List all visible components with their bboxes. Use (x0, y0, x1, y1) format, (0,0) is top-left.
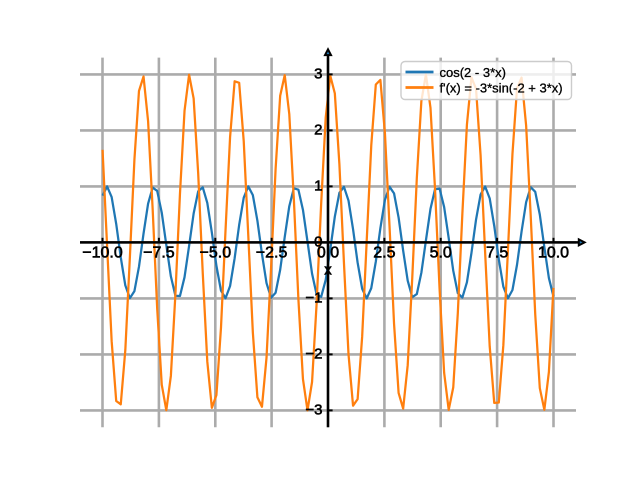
svg-text:−10.0: −10.0 (82, 245, 123, 262)
svg-text:−5.0: −5.0 (200, 245, 232, 262)
svg-text:−2: −2 (305, 345, 322, 362)
svg-text:−2.5: −2.5 (256, 245, 288, 262)
svg-text:1: 1 (314, 177, 322, 194)
svg-text:2.5: 2.5 (373, 245, 395, 262)
svg-text:0: 0 (314, 233, 322, 250)
svg-text:10.0: 10.0 (538, 245, 569, 262)
svg-text:−7.5: −7.5 (143, 245, 175, 262)
svg-text:−3: −3 (305, 401, 322, 418)
svg-text:0.0: 0.0 (317, 245, 339, 262)
svg-text:−1: −1 (305, 289, 322, 306)
svg-text:f'(x) = -3*sin(-2 + 3*x): f'(x) = -3*sin(-2 + 3*x) (440, 81, 563, 96)
svg-text:cos(2 - 3*x): cos(2 - 3*x) (440, 65, 506, 80)
svg-text:2: 2 (314, 121, 322, 138)
svg-text:7.5: 7.5 (486, 245, 508, 262)
svg-text:5.0: 5.0 (430, 245, 452, 262)
svg-text:x: x (324, 262, 332, 279)
svg-text:3: 3 (314, 65, 322, 82)
